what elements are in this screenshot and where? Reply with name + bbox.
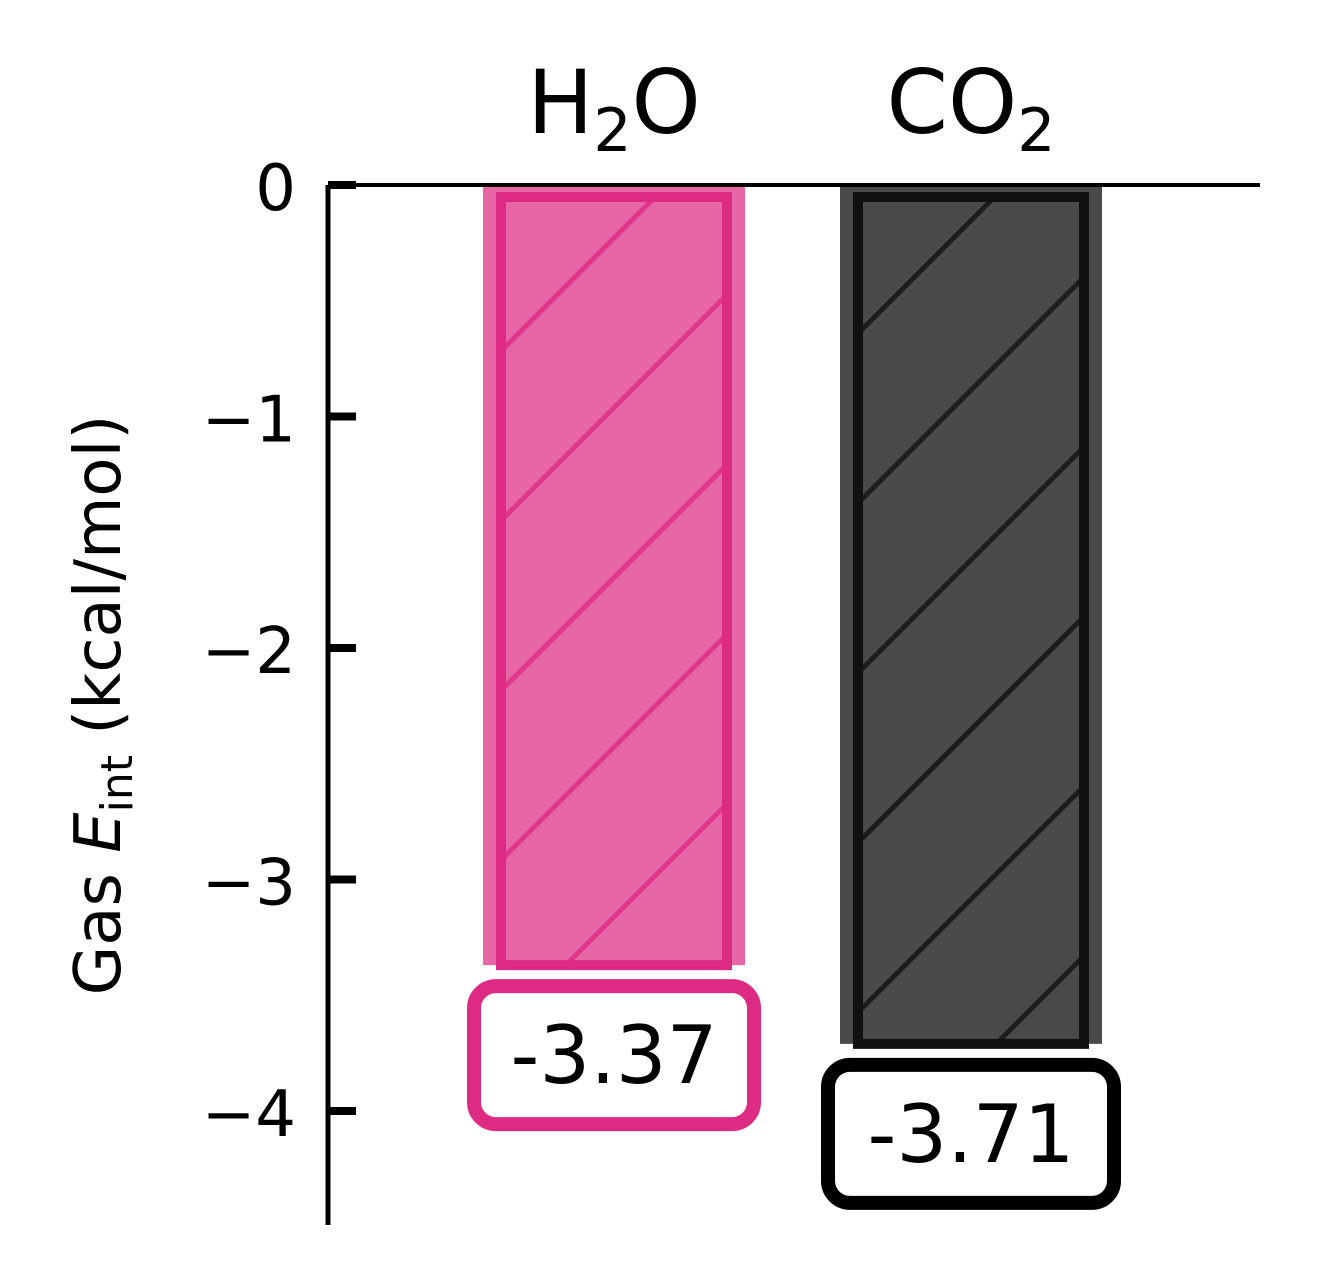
data-label-box	[821, 1057, 1121, 1210]
y-tick-label: 0	[255, 152, 296, 226]
data-label-box	[467, 979, 761, 1132]
data-labels-group: -3.37 -3.71	[467, 979, 1121, 1210]
bar-1-hatch	[853, 192, 1089, 1049]
y-axis-label-prefix: Gas	[62, 853, 136, 996]
category-labels-group: H2O CO2	[527, 51, 1055, 166]
y-tick-label: −4	[202, 1078, 296, 1152]
y-axis-label-symbol: E	[62, 812, 136, 853]
y-tick-label: −1	[202, 384, 296, 458]
data-label-text: -3.71	[868, 1088, 1075, 1181]
y-axis-label: Gas Eint (kcal/mol)	[62, 415, 143, 996]
category-label-0: H2O	[527, 51, 701, 166]
y-tick-label: −2	[202, 615, 296, 689]
y-axis-label-subscript: int	[92, 755, 143, 812]
data-label-1: -3.71	[821, 1057, 1121, 1210]
bar-0-hatch	[496, 192, 732, 971]
category-label-1: CO2	[887, 51, 1056, 166]
y-axis-label-suffix: (kcal/mol)	[62, 415, 136, 755]
y-tick-label: −3	[202, 847, 296, 921]
data-label-text: -3.37	[511, 1009, 718, 1102]
data-label-0: -3.37	[467, 979, 761, 1132]
y-ticks-group: 0 −1 −2 −3 −4	[202, 152, 356, 1152]
bars-group	[483, 185, 1102, 1049]
